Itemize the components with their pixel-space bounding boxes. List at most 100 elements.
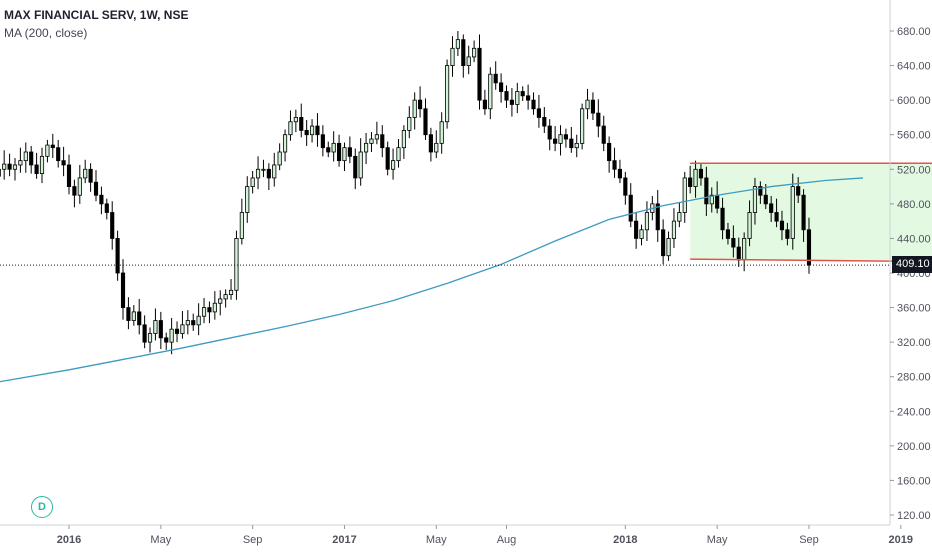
candle-body: [548, 126, 551, 139]
y-tick-label: 680.00: [897, 26, 931, 38]
candle-body: [181, 325, 184, 334]
candle-body: [797, 187, 800, 196]
candle-body: [132, 312, 135, 321]
candle-body: [629, 195, 632, 221]
x-tick-label: 2017: [332, 534, 356, 546]
candle-body: [219, 299, 222, 303]
candle-body: [602, 126, 605, 143]
candle-body: [613, 161, 616, 170]
candle-body: [715, 195, 718, 208]
candle-body: [84, 169, 87, 178]
candle-body: [197, 316, 200, 325]
y-tick-label: 200.00: [897, 441, 931, 453]
candle-body: [138, 312, 141, 325]
y-tick-label: 640.00: [897, 61, 931, 73]
candle-body: [726, 230, 729, 239]
candle-body: [364, 143, 367, 152]
candle-body: [694, 169, 697, 186]
candle-body: [283, 135, 286, 152]
candle-body: [300, 117, 303, 130]
candle-body: [213, 303, 216, 312]
candle-body: [618, 169, 621, 178]
candle-body: [510, 100, 513, 104]
candle-body: [418, 100, 421, 109]
candle-body: [51, 145, 54, 148]
candle-body: [607, 143, 610, 160]
y-tick-label: 280.00: [897, 372, 931, 384]
candle-body: [305, 130, 308, 134]
candle-body: [240, 213, 243, 239]
candle-body: [370, 139, 373, 143]
x-tick-label: Sep: [243, 534, 263, 546]
candle-body: [429, 135, 432, 152]
x-tick-label: Aug: [497, 534, 517, 546]
candle-body: [478, 48, 481, 100]
y-tick-label: 120.00: [897, 510, 931, 522]
x-tick-label: 2016: [57, 534, 81, 546]
candle-body: [354, 156, 357, 178]
candle-body: [640, 230, 643, 239]
candle-body: [224, 295, 227, 299]
candle-body: [424, 109, 427, 135]
candle-body: [413, 100, 416, 117]
candle-body: [467, 57, 470, 66]
candle-body: [359, 152, 362, 178]
candle-body: [456, 40, 459, 49]
candle-body: [516, 92, 519, 105]
y-tick-label: 240.00: [897, 406, 931, 418]
chart-legend: MAX FINANCIAL SERV, 1W, NSE MA (200, clo…: [4, 6, 188, 42]
candle-body: [775, 213, 778, 222]
candle-body: [451, 48, 454, 65]
candle-body: [3, 164, 6, 169]
candle-body: [699, 169, 702, 178]
candle-body: [256, 169, 259, 178]
channel-rectangle: [690, 163, 932, 260]
candle-body: [575, 143, 578, 147]
candle-body: [624, 178, 627, 195]
candle-body: [742, 238, 745, 260]
candle-body: [683, 178, 686, 213]
candle-body: [780, 221, 783, 230]
candle-body: [386, 148, 389, 170]
candle-body: [570, 139, 573, 148]
candle-body: [332, 143, 335, 152]
x-tick-label: 2019: [889, 534, 913, 546]
candle-body: [462, 40, 465, 66]
candle-body: [94, 182, 97, 195]
x-tick-label: Sep: [799, 534, 819, 546]
candle-body: [753, 187, 756, 213]
y-tick-label: 520.00: [897, 164, 931, 176]
candle-body: [235, 238, 238, 290]
candle-body: [278, 152, 281, 165]
candle-body: [537, 109, 540, 118]
candle-body: [89, 169, 92, 182]
candle-body: [165, 338, 168, 342]
candle-body: [35, 165, 38, 174]
candle-body: [532, 100, 535, 109]
candle-body: [246, 187, 249, 213]
candle-body: [73, 187, 76, 196]
candle-body: [192, 321, 195, 325]
candle-body: [802, 195, 805, 230]
candle-body: [170, 329, 173, 342]
candle-body: [186, 321, 189, 325]
candle-body: [402, 130, 405, 147]
y-tick-label: 160.00: [897, 475, 931, 487]
candle-body: [19, 161, 22, 165]
y-tick-label: 560.00: [897, 130, 931, 142]
candle-body: [721, 208, 724, 230]
candle-body: [769, 204, 772, 213]
candle-body: [262, 169, 265, 170]
candle-body: [505, 92, 508, 101]
candle-body: [580, 109, 583, 144]
candle-body: [435, 143, 438, 152]
candle-body: [381, 135, 384, 148]
candle-body: [672, 221, 675, 238]
candle-body: [251, 178, 254, 187]
dividend-badge[interactable]: D: [31, 496, 53, 518]
candle-body: [764, 195, 767, 204]
candle-body: [111, 213, 114, 239]
x-tick-label: May: [150, 534, 171, 546]
